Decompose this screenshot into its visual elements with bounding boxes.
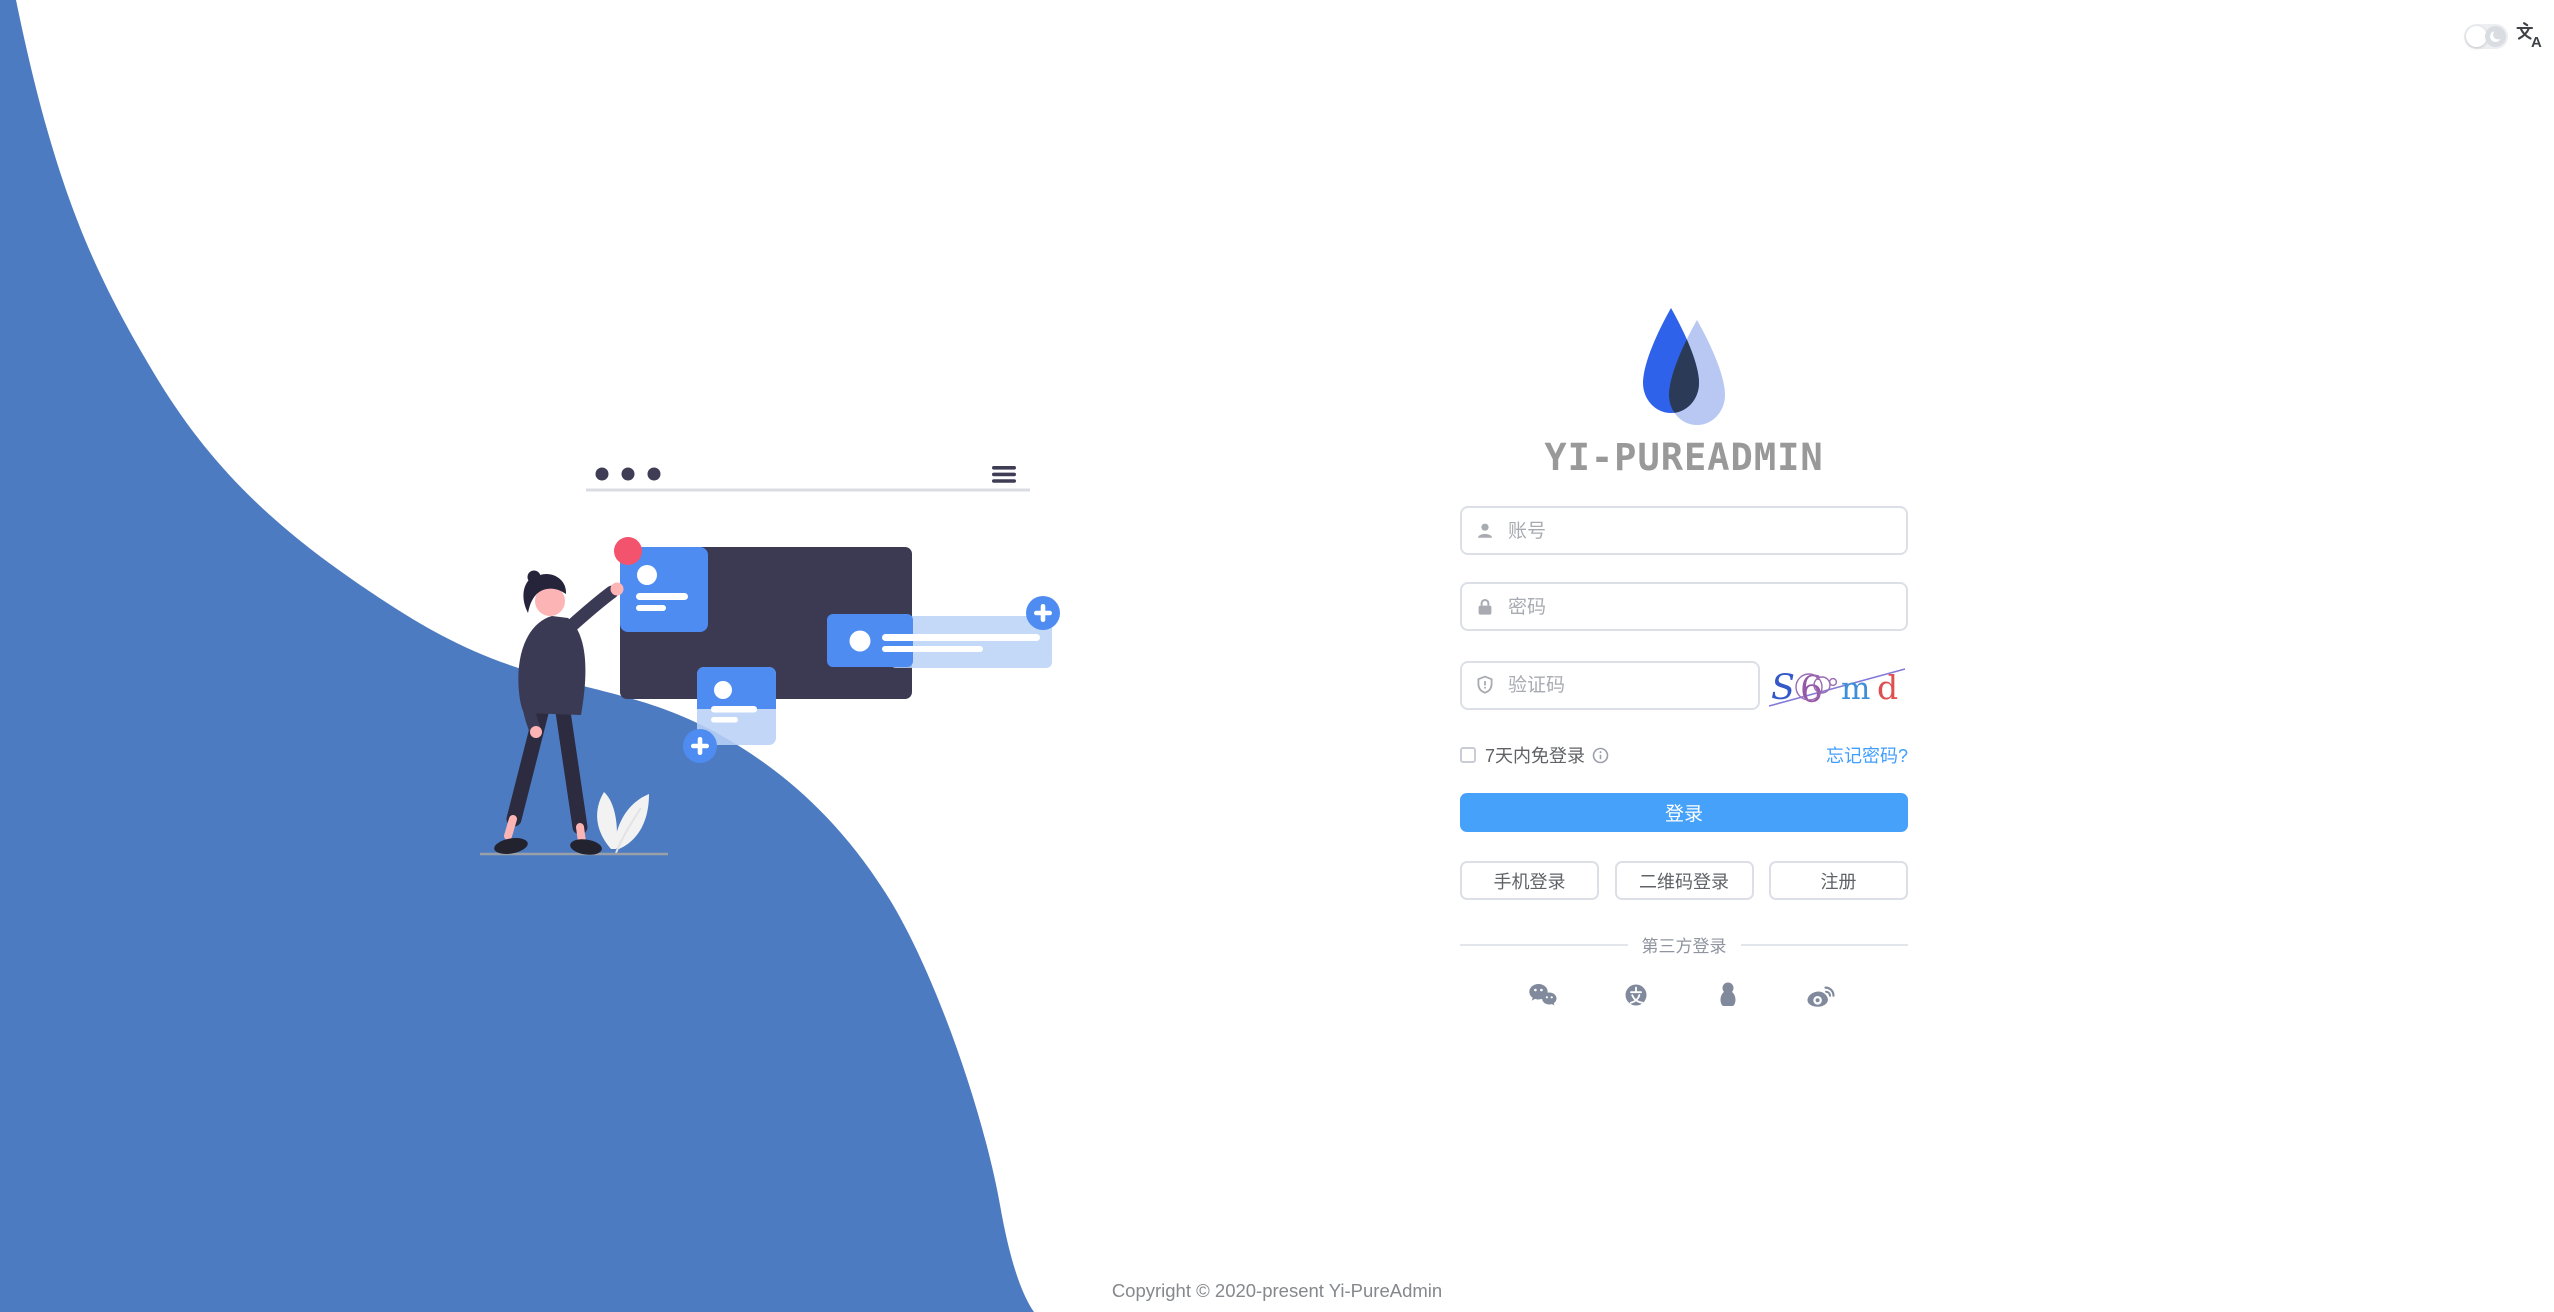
- account-field: [1460, 506, 1908, 555]
- password-input[interactable]: [1506, 584, 1898, 631]
- shield-icon: [1477, 675, 1493, 694]
- login-illustration: [480, 466, 1060, 856]
- switch-knob[interactable]: [2466, 26, 2487, 47]
- password-field: [1460, 582, 1908, 631]
- social-login-row: [1527, 979, 1837, 1011]
- qrcode-login-button[interactable]: 二维码登录: [1614, 861, 1754, 900]
- red-dot-icon: [614, 537, 642, 565]
- page-title: YI-PUREADMIN: [1544, 436, 1824, 479]
- captcha-field: [1460, 660, 1760, 710]
- divider-label: 第三方登录: [1641, 937, 1727, 956]
- captcha-char: 6: [1800, 670, 1823, 711]
- qq-icon[interactable]: [1712, 979, 1744, 1011]
- copyright-text: Copyright © 2020-present Yi-PureAdmin: [1111, 1280, 1443, 1301]
- forgot-password-link[interactable]: 忘记密码?: [1825, 746, 1908, 766]
- brand-logo: [1460, 306, 1908, 426]
- remember-label[interactable]: 7天内免登录: [1485, 746, 1586, 766]
- login-panel: YI-PUREADMIN: [1460, 306, 1908, 1011]
- window-dot-icon: [621, 467, 635, 481]
- register-button[interactable]: 注册: [1769, 861, 1908, 900]
- weibo-icon[interactable]: [1805, 979, 1837, 1011]
- remember-checkbox[interactable]: [1460, 747, 1476, 763]
- dark-mode-toggle[interactable]: [2464, 24, 2508, 49]
- third-party-divider: 第三方登录: [1460, 932, 1908, 957]
- account-input[interactable]: [1506, 508, 1898, 555]
- captcha-char: m: [1841, 671, 1870, 707]
- lock-icon: [1478, 598, 1492, 615]
- user-card: [620, 547, 708, 632]
- browser-window-bar: [586, 466, 1030, 492]
- captcha-input[interactable]: [1506, 662, 1750, 710]
- person-illustration: [494, 570, 624, 855]
- moon-icon: [2485, 26, 2506, 47]
- window-dot-icon: [647, 467, 661, 481]
- user-icon: [1478, 523, 1492, 538]
- wechat-icon[interactable]: [1527, 979, 1559, 1011]
- translate-icon-letter: A: [2531, 34, 2542, 50]
- window-dot-icon: [595, 467, 609, 481]
- phone-login-button[interactable]: 手机登录: [1460, 861, 1599, 900]
- captcha-image[interactable]: S 6 m d: [1767, 659, 1908, 711]
- notification-row: [827, 596, 1060, 668]
- info-icon[interactable]: [1592, 747, 1609, 764]
- divider-line: [1460, 943, 1628, 946]
- water-drop-logo-icon: [1643, 308, 1725, 425]
- alipay-icon[interactable]: [1620, 979, 1652, 1011]
- user-card-small: [683, 667, 776, 763]
- captcha-row: S 6 m d: [1460, 659, 1908, 711]
- leaf-decoration: [597, 792, 649, 854]
- alt-login-row: 手机登录 二维码登录 注册: [1460, 861, 1908, 900]
- translate-icon[interactable]: A: [2515, 20, 2545, 50]
- login-button[interactable]: 登录: [1460, 793, 1908, 832]
- captcha-char: d: [1877, 668, 1898, 707]
- hamburger-menu-icon: [992, 466, 1016, 483]
- divider-line: [1740, 943, 1908, 946]
- remember-row: 7天内免登录 忘记密码?: [1460, 742, 1908, 768]
- captcha-char: S: [1771, 668, 1795, 708]
